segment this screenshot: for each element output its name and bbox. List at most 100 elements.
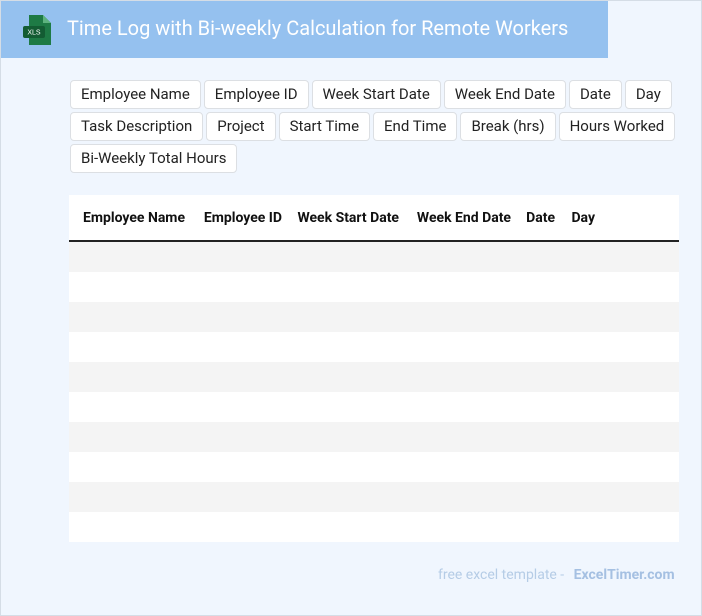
table-cell [561,272,601,302]
table-cell [561,241,601,272]
field-tag[interactable]: Week Start Date [311,80,441,109]
table-cell [517,362,561,392]
table-cell [191,482,288,512]
table-cell [405,332,517,362]
table-cell [288,332,405,362]
table-cell [191,392,288,422]
table-cell [288,302,405,332]
table-row [69,482,679,512]
table-cell [561,392,601,422]
header-row: Employee Name Employee ID Week Start Date W… [69,195,679,242]
field-tag[interactable]: Week End Date [443,80,566,109]
table-cell [191,241,288,272]
table-cell [405,452,517,482]
field-tag[interactable]: Date [568,80,622,109]
table-cell [405,362,517,392]
field-tag[interactable]: Project [206,112,276,141]
table-cell [405,482,517,512]
table-cell [561,482,601,512]
table-cell [561,452,601,482]
table-cell [288,512,405,542]
table-cell [601,362,679,392]
table-cell [517,422,561,452]
table-cell [69,452,191,482]
table-cell [405,512,517,542]
page-title: Time Log with Bi-weekly Calculation for … [67,16,569,40]
table-cell [601,332,679,362]
table-cell [69,241,191,272]
field-tag[interactable]: Break (hrs) [460,112,556,141]
column-header: Employee ID [191,195,288,242]
footer-text: free excel template - [438,567,568,583]
field-tag[interactable]: Bi-Weekly Total Hours [70,144,238,173]
table-cell [191,512,288,542]
table-cell [601,452,679,482]
column-header: Employee Name [69,195,191,242]
field-tag[interactable]: Day [624,80,672,109]
table-cell [517,302,561,332]
table-row [69,422,679,452]
table-cell [561,362,601,392]
field-tag[interactable]: Start Time [278,112,371,141]
table-cell [191,332,288,362]
table-cell [601,302,679,332]
table-cell [405,422,517,452]
table-row [69,362,679,392]
table-cell [288,241,405,272]
icon-label: XLS [27,30,41,37]
table-cell [69,422,191,452]
table-cell [69,362,191,392]
table-cell [517,272,561,302]
table-wrapper: Employee Name Employee ID Week Start Date W… [69,195,679,542]
table-row [69,512,679,542]
log-table: Employee Name Employee ID Week Start Date W… [69,195,679,542]
table-cell [69,482,191,512]
header-bar: XLS Time Log with Bi-weekly Calculation … [1,1,608,58]
table-cell [191,272,288,302]
table-cell [517,241,561,272]
field-tag[interactable]: Employee Name [70,80,201,109]
table-cell [561,332,601,362]
table-cell [561,512,601,542]
column-header: Date [517,195,561,242]
table-cell [69,332,191,362]
table-row [69,392,679,422]
table-cell [191,452,288,482]
table-cell [601,241,679,272]
table-cell [288,452,405,482]
table-cell [288,272,405,302]
xls-icon: XLS [23,15,51,45]
field-tags: Employee Name Employee ID Week Start Date W… [70,80,680,173]
column-header: Week End Date [405,195,517,242]
footer-link[interactable]: ExcelTimer.com [573,567,675,583]
table-body [69,241,679,542]
table-cell [405,272,517,302]
table-row [69,302,679,332]
table-cell [191,362,288,392]
table-cell [517,392,561,422]
field-tag[interactable]: Employee ID [203,80,309,109]
table-cell [561,422,601,452]
table-cell [601,482,679,512]
table-cell [601,272,679,302]
table-cell [191,302,288,332]
table-cell [405,392,517,422]
table-cell [561,302,601,332]
table-cell [288,482,405,512]
table-cell [288,422,405,452]
table-cell [191,422,288,452]
column-header: Week Start Date [288,195,405,242]
table-row [69,332,679,362]
table-cell [69,512,191,542]
table-cell [517,482,561,512]
table-cell [517,512,561,542]
table-row [69,241,679,272]
field-tag[interactable]: End Time [373,112,458,141]
field-tag[interactable]: Hours Worked [558,112,676,141]
table-cell [517,332,561,362]
table-cell [69,302,191,332]
field-tag[interactable]: Task Description [70,112,204,141]
table-cell [69,392,191,422]
table-row [69,452,679,482]
